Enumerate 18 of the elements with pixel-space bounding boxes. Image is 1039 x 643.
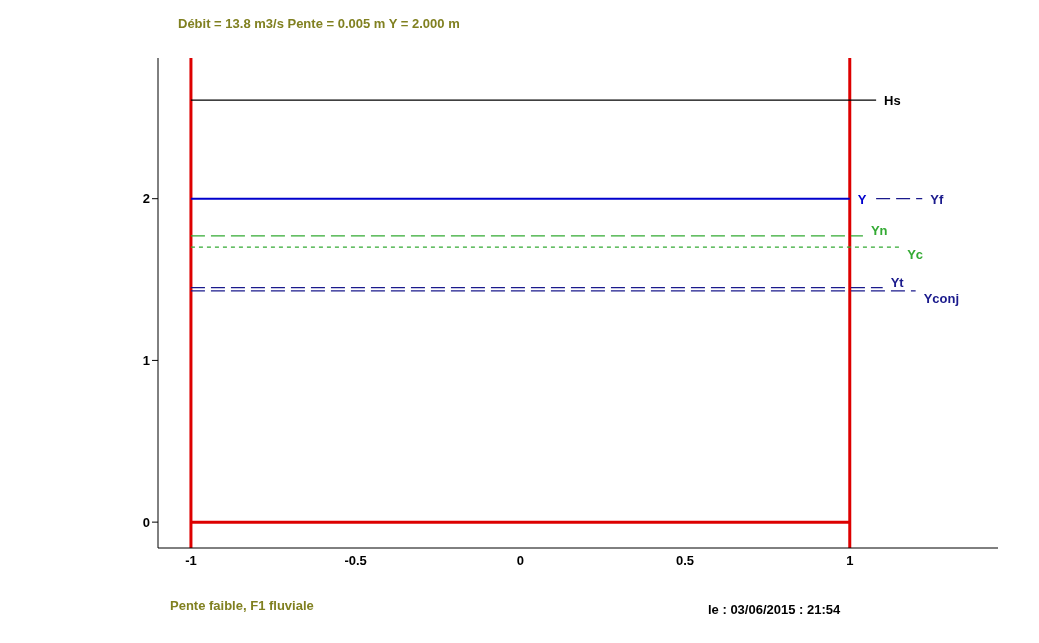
y-tick-label: 2 (142, 191, 150, 207)
x-tick-label: 1 (846, 553, 854, 569)
chart-title: Débit = 13.8 m3/s Pente = 0.005 m Y = 2.000 m (178, 16, 460, 31)
text: Pente faible, F1 fluviale (170, 598, 314, 613)
x-tick-label: -0.5 (344, 553, 367, 569)
y-tick-label: 0 (142, 514, 150, 530)
series-label: Yf (930, 191, 944, 207)
series-label: Y (857, 191, 867, 207)
series-label: Yconj (923, 290, 960, 306)
series-label: Yt (890, 274, 905, 290)
x-tick-label: 0 (516, 553, 524, 569)
y-tick-label: 1 (142, 353, 150, 369)
x-tick-label: 0.5 (676, 553, 695, 569)
series-label: Yn (870, 222, 888, 238)
text: le : 03/06/2015 : 21:54 (708, 602, 841, 617)
series-label: Hs (884, 93, 901, 109)
x-tick-label: -1 (185, 553, 197, 569)
series-label: Yc (907, 247, 924, 263)
